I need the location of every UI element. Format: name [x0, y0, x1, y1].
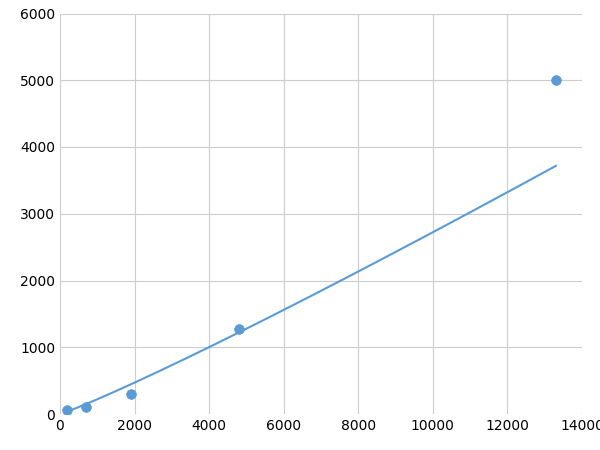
Point [126, 391, 136, 398]
Point [62, 406, 72, 414]
Point [81, 404, 91, 411]
Point [234, 325, 244, 332]
Point [551, 76, 561, 84]
